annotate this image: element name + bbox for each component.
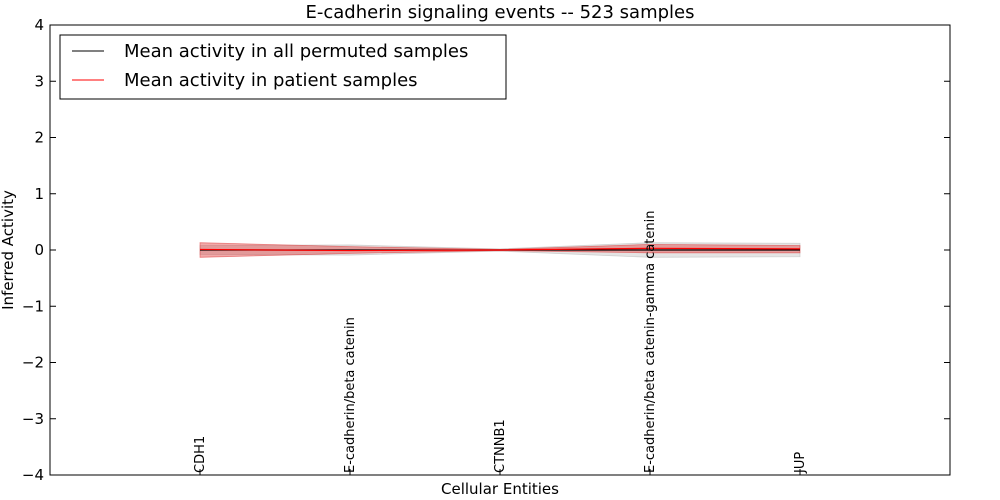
- y-tick-label: 4: [34, 16, 44, 34]
- x-category-label: CTNNB1: [493, 419, 508, 473]
- y-tick-label: 3: [34, 72, 44, 90]
- legend-box: [59, 34, 507, 100]
- x-category-label: JUP: [793, 452, 808, 474]
- y-tick-label: 0: [34, 241, 44, 259]
- y-tick-label: 1: [34, 185, 44, 203]
- y-tick-label: −3: [22, 410, 44, 428]
- x-category-label: CDH1: [193, 436, 208, 473]
- y-axis: 4 3 2 1 0 −1 −2 −3 −4: [22, 16, 950, 484]
- legend: Mean activity in all permuted samples Me…: [59, 34, 507, 100]
- chart-title: E-cadherin signaling events -- 523 sampl…: [305, 2, 694, 23]
- y-axis-label: Inferred Activity: [0, 190, 17, 310]
- y-tick-label: −4: [22, 466, 44, 484]
- y-tick-label: −1: [22, 297, 44, 315]
- y-tick-label: −2: [22, 354, 44, 372]
- x-axis: CDH1 E-cadherin/beta catenin CTNNB1 E-cadhe…: [193, 211, 808, 475]
- series-line-1: [199, 247, 801, 252]
- legend-entry-permuted: Mean activity in all permuted samples: [124, 41, 468, 62]
- x-category-label: E-cadherin/beta catenin-gamma catenin: [643, 211, 658, 473]
- x-axis-label: Cellular Entities: [441, 480, 559, 498]
- series-lines: [199, 247, 801, 252]
- legend-entry-patient: Mean activity in patient samples: [124, 70, 418, 91]
- y-tick-label: 2: [34, 129, 44, 147]
- x-category-label: E-cadherin/beta catenin: [343, 317, 358, 473]
